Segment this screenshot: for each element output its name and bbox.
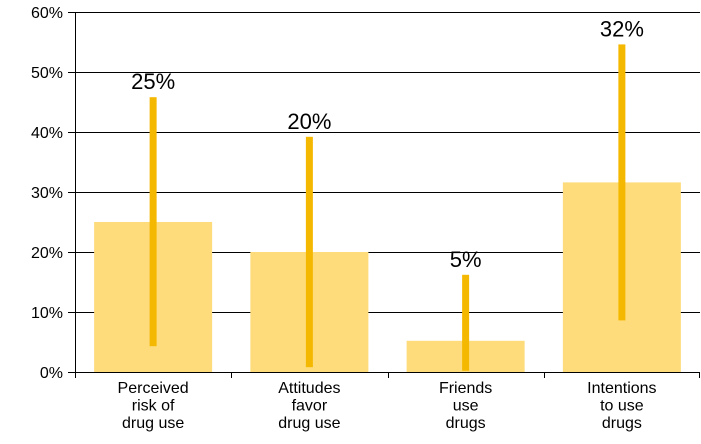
bars [94,182,681,372]
x-category-label: Intentions [587,380,656,397]
x-category-label: Friends [439,380,492,397]
y-axis-tick-labels: 0% 10% 20% 30% 40% 50% 60% [31,5,63,382]
x-category-label: use [453,398,479,415]
x-category-label: favor [292,398,328,415]
data-label: 32% [600,16,644,41]
y-tick-label: 20% [31,245,63,262]
x-category-label: risk of [132,398,175,415]
error-bars [149,44,626,371]
y-tick-label: 10% [31,305,63,322]
data-label: 25% [131,69,175,94]
x-category-label: Perceived [118,380,189,397]
x-category-label: Attitudes [278,380,340,397]
data-label: 5% [450,247,482,272]
axes [68,12,700,378]
x-category-label: drug use [122,415,184,432]
data-label: 20% [287,109,331,134]
y-tick-label: 30% [31,185,63,202]
x-category-label: drugs [446,415,486,432]
y-tick-label: 50% [31,65,63,82]
error-bar [462,274,470,371]
x-category-label: drug use [278,415,340,432]
data-labels: 25% 20% 5% 32% [131,16,644,271]
error-bar [618,44,626,321]
y-tick-label: 60% [31,5,63,22]
x-category-label: to use [600,398,644,415]
error-bar [305,136,313,368]
y-tick-label: 0% [40,365,63,382]
x-category-label: drugs [602,415,642,432]
y-tick-label: 40% [31,125,63,142]
error-bar [149,97,157,347]
